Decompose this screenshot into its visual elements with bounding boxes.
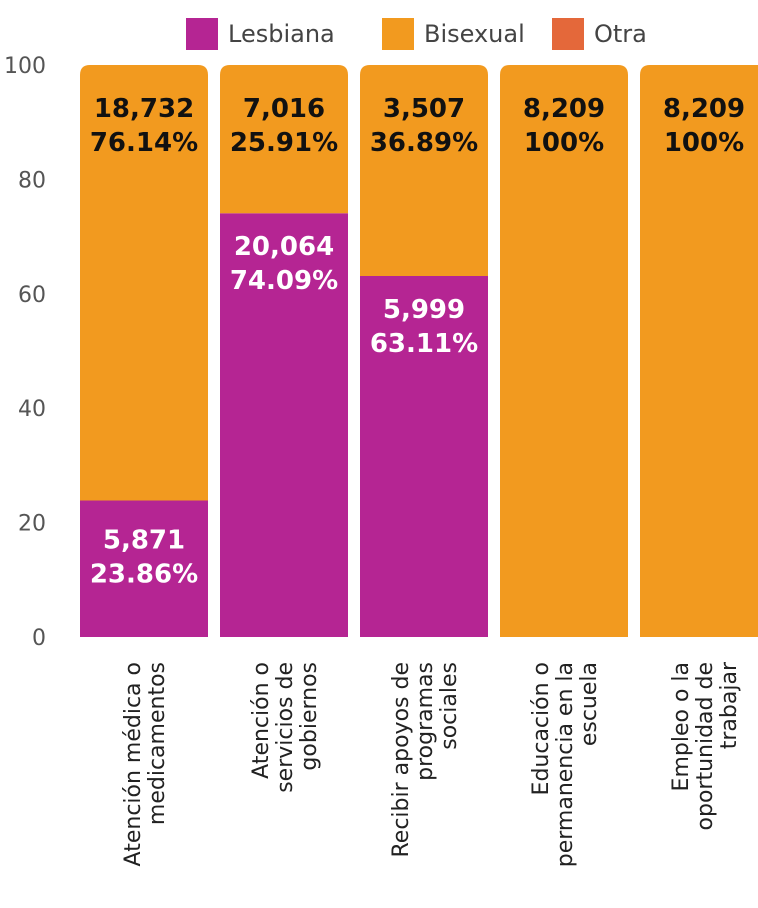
- legend-swatch: [382, 18, 414, 50]
- category-label-line: Recibir apoyos de: [389, 662, 414, 858]
- category-label-line: gobiernos: [297, 662, 322, 771]
- y-tick-label: 40: [18, 397, 46, 422]
- data-label-percent: 100%: [524, 128, 604, 158]
- data-label-percent: 36.89%: [370, 128, 478, 158]
- data-label-percent: 63.11%: [370, 329, 478, 359]
- category-label-line: Empleo o la: [669, 662, 694, 791]
- category-label-line: permanencia en la: [553, 662, 578, 867]
- legend-label: Lesbiana: [228, 20, 335, 48]
- legend-label: Bisexual: [424, 20, 525, 48]
- data-label-percent: 25.91%: [230, 128, 338, 158]
- legend-item-otra: Otra: [552, 14, 647, 54]
- legend-swatch: [186, 18, 218, 50]
- y-tick-label: 100: [4, 54, 46, 79]
- category-label-line: escuela: [577, 662, 602, 746]
- category-label: Atención médica o medicamentos: [121, 662, 170, 866]
- category-label-line: Educación o: [529, 662, 554, 795]
- bar-segment-lesbiana: [360, 276, 488, 637]
- data-label-count: 20,064: [234, 232, 334, 262]
- y-tick-label: 80: [18, 168, 46, 193]
- legend: Lesbiana Bisexual Otra: [0, 14, 758, 54]
- data-label-percent: 23.86%: [90, 560, 198, 590]
- category-label-line: servicios de: [273, 662, 298, 793]
- data-label-count: 5,871: [103, 526, 185, 556]
- y-tick-label: 60: [18, 283, 46, 308]
- bar-segment-lesbiana: [80, 500, 208, 637]
- bar-segment-lesbiana: [220, 213, 348, 637]
- legend-swatch: [552, 18, 584, 50]
- category-label-line: programas: [413, 662, 438, 781]
- data-label-count: 18,732: [94, 94, 194, 124]
- category-label-line: Atención o: [249, 662, 274, 779]
- y-tick-label: 0: [32, 626, 46, 651]
- category-label: Atención o servicios de gobiernos: [249, 662, 322, 793]
- data-label-percent: 100%: [664, 128, 744, 158]
- category-label-line: medicamentos: [145, 662, 170, 825]
- legend-item-lesbiana: Lesbiana: [186, 14, 335, 54]
- data-label-percent: 76.14%: [90, 128, 198, 158]
- data-label-count: 8,209: [663, 94, 745, 124]
- data-label-count: 7,016: [243, 94, 325, 124]
- data-label-count: 5,999: [383, 295, 465, 325]
- category-label: Empleo o la oportunidad de trabajar: [669, 661, 742, 830]
- bar-segment-bisexual: [640, 65, 758, 637]
- bar-segment-bisexual: [80, 65, 208, 501]
- legend-label: Otra: [594, 20, 647, 48]
- data-label-count: 8,209: [523, 94, 605, 124]
- category-label: Educación o permanencia en la escuela: [529, 662, 602, 867]
- data-label-percent: 74.09%: [230, 266, 338, 296]
- category-label-line: Atención médica o: [121, 662, 146, 866]
- category-label: Recibir apoyos de programas sociales: [389, 662, 462, 858]
- bar-segment-bisexual: [360, 65, 488, 277]
- y-tick-label: 20: [18, 512, 46, 537]
- data-label-count: 3,507: [383, 94, 465, 124]
- legend-item-bisexual: Bisexual: [382, 14, 525, 54]
- category-label-line: sociales: [437, 662, 462, 750]
- category-label-line: trabajar: [717, 661, 742, 749]
- bar-segment-bisexual: [500, 65, 628, 637]
- category-label-line: oportunidad de: [693, 662, 718, 830]
- bar-segment-bisexual: [220, 65, 348, 214]
